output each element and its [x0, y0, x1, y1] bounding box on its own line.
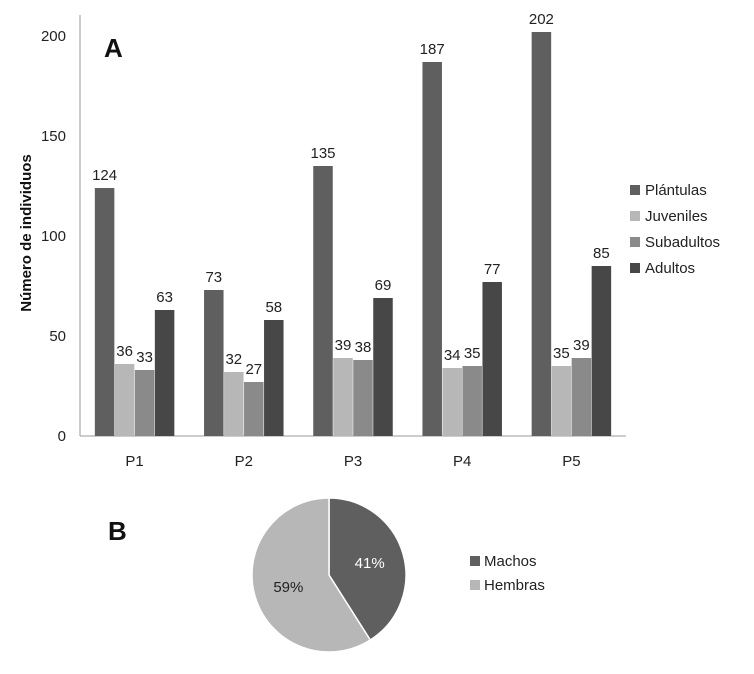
- data-label: 202: [529, 11, 554, 28]
- y-tick-labels: 0 50 100 150 200: [41, 28, 66, 445]
- data-label: 69: [375, 277, 392, 294]
- legend-swatch: [630, 263, 640, 273]
- x-tick-label: P3: [344, 453, 362, 470]
- legend-swatch: [630, 185, 640, 195]
- x-tick-labels: P1 P2 P3 P4 P5: [125, 453, 580, 470]
- pie: 41% 59%: [251, 497, 407, 653]
- bar-p2-3: [264, 320, 284, 436]
- bar-p2-2: [244, 382, 264, 436]
- bars: [94, 32, 612, 436]
- data-label: 27: [245, 361, 262, 378]
- legend-label: Plántulas: [645, 182, 707, 199]
- bar-p1-0: [94, 188, 115, 436]
- pie-legend: Machos Hembras: [470, 553, 545, 594]
- x-tick-label: P2: [235, 453, 253, 470]
- y-tick-label: 150: [41, 128, 66, 145]
- y-tick-label: 50: [49, 328, 66, 345]
- legend-swatch: [630, 237, 640, 247]
- data-label: 73: [205, 269, 222, 286]
- bar-p5-2: [571, 358, 592, 436]
- bar-legend: Plántulas Juveniles Subadultos Adultos: [630, 182, 720, 277]
- bar-p1-3: [154, 310, 175, 436]
- data-label: 135: [310, 145, 335, 162]
- bar-p5-1: [551, 366, 572, 436]
- bar-p2-0: [204, 290, 224, 436]
- bar-p4-2: [462, 366, 482, 436]
- y-axis-label: Número de individuos: [18, 154, 35, 312]
- pie-slice-hembras: [251, 497, 372, 653]
- bar-p5-3: [591, 266, 612, 436]
- data-label: 35: [464, 345, 481, 362]
- y-tick-label: 0: [58, 428, 66, 445]
- panel-label-b: B: [108, 516, 127, 546]
- legend-label: Subadultos: [645, 234, 720, 251]
- x-tick-label: P1: [125, 453, 143, 470]
- panel-label-a: A: [104, 33, 123, 63]
- pie-slice-label: 59%: [273, 579, 303, 596]
- y-tick-label: 100: [41, 228, 66, 245]
- data-label: 85: [593, 245, 610, 262]
- legend-swatch: [470, 580, 480, 590]
- bar-chart-panel: A Número de individuos 0 50 100 150 200 124 3…: [18, 11, 720, 470]
- legend-label: Juveniles: [645, 208, 708, 225]
- data-label: 35: [553, 345, 570, 362]
- data-label: 36: [116, 343, 133, 360]
- bar-p4-3: [482, 282, 502, 436]
- data-label: 39: [335, 337, 352, 354]
- bar-p3-3: [373, 298, 393, 436]
- legend-swatch: [470, 556, 480, 566]
- data-label: 187: [420, 41, 445, 58]
- data-label: 124: [92, 167, 117, 184]
- pie-chart-panel: B 41% 59% Machos Hembras: [108, 497, 545, 653]
- legend-label: Hembras: [484, 577, 545, 594]
- bar-p3-1: [333, 358, 353, 436]
- pie-slice-label: 41%: [355, 555, 385, 572]
- data-label: 32: [225, 351, 242, 368]
- data-label: 34: [444, 347, 461, 364]
- legend-swatch: [630, 211, 640, 221]
- bar-p3-0: [313, 166, 333, 436]
- data-label: 63: [156, 289, 173, 306]
- x-tick-label: P4: [453, 453, 471, 470]
- bar-p4-1: [442, 368, 462, 436]
- legend-label: Adultos: [645, 260, 695, 277]
- data-label: 39: [573, 337, 590, 354]
- data-label: 77: [484, 261, 501, 278]
- data-label: 38: [355, 339, 372, 356]
- bar-p2-1: [224, 372, 244, 436]
- bar-p3-2: [353, 360, 373, 436]
- bar-p1-1: [114, 364, 135, 436]
- bar-p1-2: [134, 370, 155, 436]
- legend-label: Machos: [484, 553, 537, 570]
- y-tick-label: 200: [41, 28, 66, 45]
- data-label: 33: [136, 349, 153, 366]
- x-tick-label: P5: [562, 453, 580, 470]
- bar-p5-0: [531, 32, 552, 436]
- bar-p4-0: [422, 62, 442, 436]
- data-label: 58: [265, 299, 282, 316]
